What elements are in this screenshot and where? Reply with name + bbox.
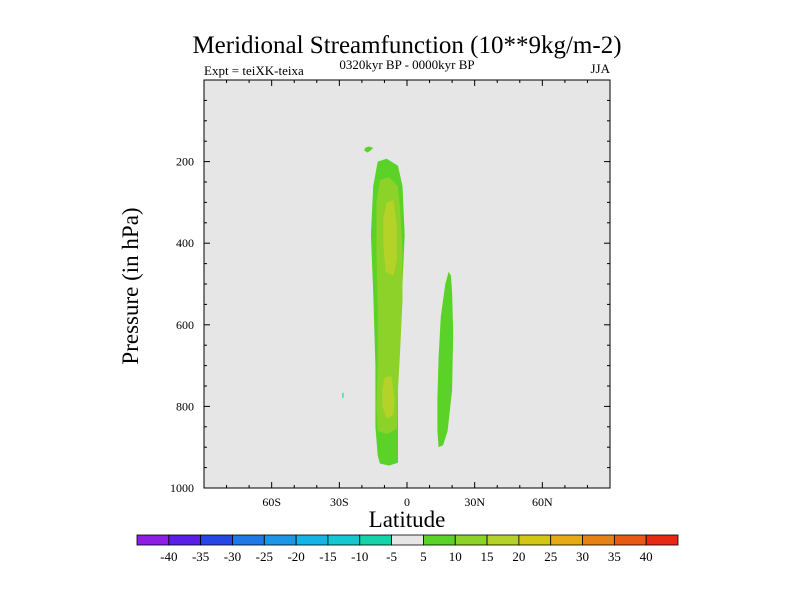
chart-title: Meridional Streamfunction (10**9kg/m-2): [192, 32, 621, 59]
colorbar-box: [232, 534, 265, 546]
colorbar-box: [454, 534, 488, 546]
colorbar-box: [136, 534, 170, 546]
experiment-label: Expt = teiXK-teixa: [204, 63, 304, 78]
colorbar-label: 40: [640, 549, 653, 564]
colorbar-label: -20: [287, 549, 304, 564]
colorbar-box: [295, 534, 329, 546]
colorbar-box: [359, 534, 392, 546]
colorbar-label: 20: [512, 549, 525, 564]
colorbar-box: [423, 534, 456, 546]
colorbar-box: [550, 534, 583, 546]
x-tick-label: 60S: [262, 495, 281, 509]
colorbar: -40 -35 -30 -25 -20 -15 -10 -5 5 10 15 20 25 30 35 40: [136, 534, 679, 564]
colorbar-box: [486, 534, 520, 546]
x-tick-label: 0: [404, 495, 410, 509]
colorbar-label: 15: [481, 549, 494, 564]
colorbar-box: [582, 534, 615, 546]
y-tick-label: 400: [176, 236, 194, 250]
colorbar-label: -35: [192, 549, 209, 564]
colorbar-box: [263, 534, 297, 546]
colorbar-label: -40: [160, 549, 177, 564]
colorbar-box: [613, 534, 647, 546]
colorbar-label: -15: [319, 549, 336, 564]
colorbar-box: [391, 534, 424, 546]
x-tick-label: 30N: [464, 495, 485, 509]
y-tick-label: 200: [176, 155, 194, 169]
contour-regions: [342, 146, 454, 466]
colorbar-label: -5: [386, 549, 397, 564]
colorbar-box: [327, 534, 361, 546]
colorbar-label: 35: [608, 549, 621, 564]
colorbar-label: -30: [224, 549, 241, 564]
season-label: JJA: [590, 61, 610, 76]
colorbar-box: [200, 534, 233, 546]
x-axis-label: Latitude: [369, 507, 446, 532]
contour-region-6: [342, 392, 344, 399]
y-tick-label: 1000: [170, 481, 194, 495]
axis-ticks: 200 400 600 800 1000 60S 30S 0 30N 60N: [170, 80, 610, 509]
colorbar-label: 25: [544, 549, 557, 564]
contour-region-5: [382, 375, 395, 419]
y-tick-label: 800: [176, 399, 194, 413]
y-axis-label: Pressure (in hPa): [118, 207, 143, 364]
colorbar-box: [168, 534, 202, 546]
colorbar-label: -25: [256, 549, 273, 564]
contour-region-4: [383, 200, 397, 276]
period-label: 0320kyr BP - 0000kyr BP: [339, 57, 474, 72]
colorbar-label: 30: [576, 549, 589, 564]
y-tick-label: 600: [176, 318, 194, 332]
contour-region-2: [437, 271, 454, 448]
colorbar-label: 5: [420, 549, 427, 564]
colorbar-box: [645, 534, 679, 546]
colorbar-label: -10: [351, 549, 368, 564]
colorbar-box: [518, 534, 552, 546]
contour-region-1: [364, 146, 374, 153]
plot-area: [204, 80, 610, 488]
colorbar-label: 10: [449, 549, 462, 564]
x-tick-label: 30S: [330, 495, 349, 509]
x-tick-label: 60N: [532, 495, 553, 509]
